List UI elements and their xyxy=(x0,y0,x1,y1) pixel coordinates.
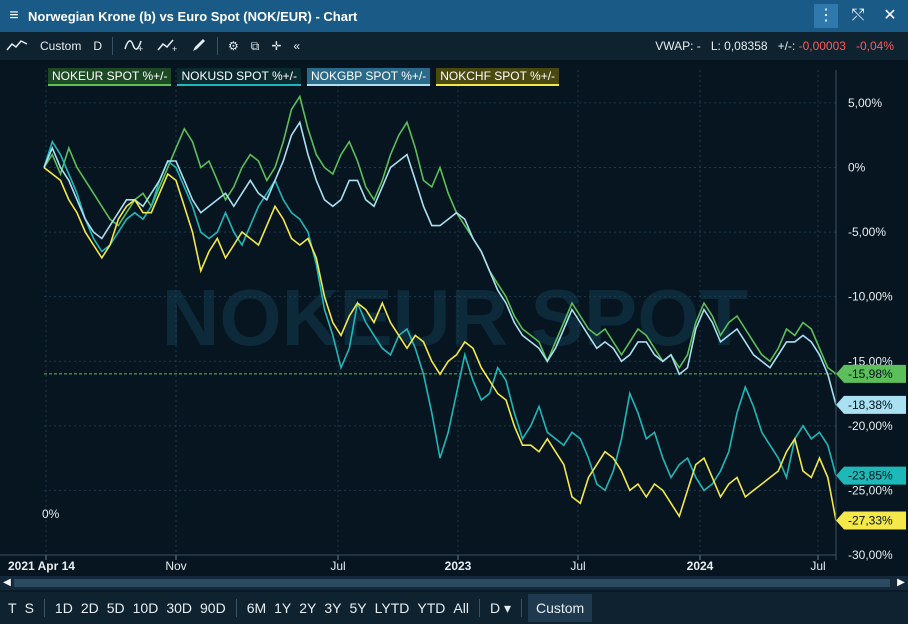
period-5y[interactable]: 5Y xyxy=(349,600,367,616)
period-bar: T S 1D 2D 5D 10D 30D 90D 6M 1Y 2Y 3Y 5Y LYTD YTD All D ▾… xyxy=(0,592,908,624)
last-value-text: -27,33% xyxy=(848,514,893,528)
quote-summary: VWAP: - L: 0,08358 +/-: -0,00003 -0,04% xyxy=(655,39,894,53)
unlink-icon[interactable]: ⤲ xyxy=(851,7,865,24)
scroll-right-icon[interactable]: ▶ xyxy=(897,577,905,588)
y-axis: 5,00% 0% -5,00% -10,00% -15,00% -20,00% -25,00… xyxy=(835,70,893,562)
chart-toolbar: Custom D + + ⚙ ⧉ ✛ « VWAP: - L: 0,08358 … xyxy=(0,32,908,60)
period-5d[interactable]: 5D xyxy=(106,600,125,616)
period-1y[interactable]: 1Y xyxy=(274,600,292,616)
interval-dropdown[interactable]: D ▾ xyxy=(489,599,511,616)
period-t[interactable]: T xyxy=(8,600,17,616)
period-90d[interactable]: 90D xyxy=(200,600,226,616)
more-options-icon[interactable]: ⋮ xyxy=(814,4,838,28)
y-tick-label: -5,00% xyxy=(848,225,886,239)
series-line-nokgbp xyxy=(43,120,837,406)
y-tick-label: -10,00% xyxy=(848,290,893,304)
period-s[interactable]: S xyxy=(24,600,34,616)
period-30d[interactable]: 30D xyxy=(166,600,192,616)
x-tick-label: Jul xyxy=(570,559,585,573)
draw-pen-icon[interactable] xyxy=(185,37,213,56)
period-6m[interactable]: 6M xyxy=(246,600,267,616)
chart-svg[interactable]: NOKEUR SPOT 5,00%0%-5,00%-10,00%-15,00%-… xyxy=(0,60,908,576)
last-value-text: -15,98% xyxy=(848,367,893,381)
last-value-labels: -15,98% -23,85% -18,38% -27,33% xyxy=(836,364,906,530)
chart-legend: NOKEUR SPOT %+/- NOKUSD SPOT %+/- NOKGBP S… xyxy=(48,68,560,86)
time-scrollbar[interactable]: ◀ ▶ xyxy=(0,576,908,590)
x-tick-label: Nov xyxy=(165,559,186,573)
compare-icon[interactable]: + xyxy=(151,37,185,56)
close-icon[interactable]: ✕ xyxy=(883,7,897,24)
window-titlebar: ≡ Norwegian Krone (b) vs Euro Spot (NOK/… xyxy=(0,0,908,32)
toolbar-divider xyxy=(217,37,219,55)
period-lytd[interactable]: LYTD xyxy=(374,600,410,616)
last-value: L: 0,08358 xyxy=(710,39,768,53)
window-box-icon[interactable]: ⧉ xyxy=(250,38,260,53)
legend-item[interactable]: NOKEUR SPOT %+/- xyxy=(48,68,172,86)
x-axis: 2021 Apr 14 Nov Jul 2023 Jul 2024 Jul xyxy=(0,554,836,573)
legend-item[interactable]: NOKGBP SPOT %+/- xyxy=(306,68,431,86)
x-tick-label: 2021 Apr 14 xyxy=(8,559,75,573)
svg-text:+: + xyxy=(138,44,143,53)
period-all[interactable]: All xyxy=(453,600,469,616)
period-divider xyxy=(43,599,45,617)
legend-item[interactable]: NOKUSD SPOT %+/- xyxy=(177,68,301,86)
y-tick-label: 5,00% xyxy=(848,96,882,110)
hamburger-menu-icon[interactable]: ≡ xyxy=(9,7,19,24)
x-tick-label: Jul xyxy=(330,559,345,573)
period-3y[interactable]: 3Y xyxy=(324,600,342,616)
scroll-thumb[interactable] xyxy=(14,579,890,587)
interval-selector[interactable]: D xyxy=(93,39,103,53)
bottom-left-label: 0% xyxy=(42,507,60,521)
chart-area[interactable]: NOKEUR SPOT 5,00% 0% -5,00% -10,00% -15,00% -… xyxy=(0,60,908,576)
change-percent: -0,04% xyxy=(855,39,894,53)
legend-item[interactable]: NOKCHF SPOT %+/- xyxy=(436,68,560,86)
chart-series xyxy=(43,94,837,521)
x-tick-label: 2024 xyxy=(687,559,714,573)
y-tick-label: -20,00% xyxy=(848,419,893,433)
vwap-value: VWAP: - xyxy=(655,39,701,53)
period-2d[interactable]: 2D xyxy=(80,600,99,616)
settings-gear-icon[interactable]: ⚙ xyxy=(228,39,239,53)
series-line-nokeur xyxy=(43,94,837,375)
range-selector[interactable]: Custom xyxy=(40,39,82,53)
crosshair-icon[interactable]: ✛ xyxy=(271,39,282,53)
period-10d[interactable]: 10D xyxy=(132,600,159,616)
period-divider xyxy=(478,599,480,617)
window-title: Norwegian Krone (b) vs Euro Spot (NOK/EU… xyxy=(28,8,358,24)
svg-text:+: + xyxy=(172,44,177,53)
last-value-label: -27,33% xyxy=(836,511,906,530)
y-tick-label: 0% xyxy=(848,161,866,175)
toolbar-divider xyxy=(112,37,114,55)
last-value-text: -18,38% xyxy=(848,398,893,412)
period-custom[interactable]: Custom xyxy=(527,594,593,622)
chart-grid xyxy=(44,70,836,556)
x-tick-label: 2023 xyxy=(445,559,472,573)
x-tick-label: Jul xyxy=(810,559,825,573)
last-value-label: -18,38% xyxy=(836,395,906,414)
period-divider xyxy=(520,599,522,617)
period-ytd[interactable]: YTD xyxy=(417,600,446,616)
collapse-icon[interactable]: « xyxy=(293,39,301,53)
change-absolute: -0,00003 xyxy=(798,39,846,53)
series-line-nokchf xyxy=(43,166,837,521)
scroll-left-icon[interactable]: ◀ xyxy=(3,577,11,588)
last-value-text: -23,85% xyxy=(848,469,893,483)
last-value-label: -23,85% xyxy=(836,466,906,485)
series-line-nokusd xyxy=(43,139,837,492)
y-tick-label: -15,00% xyxy=(848,354,893,368)
y-tick-label: -25,00% xyxy=(848,483,893,497)
watermark-text: NOKEUR SPOT xyxy=(162,273,749,362)
period-divider xyxy=(235,599,237,617)
period-2y[interactable]: 2Y xyxy=(299,600,317,616)
change-label: +/-: xyxy=(777,39,796,53)
indicator-icon[interactable]: + xyxy=(117,37,151,56)
last-value-label: -15,98% xyxy=(836,364,906,383)
y-tick-label: -30,00% xyxy=(848,548,893,562)
period-1d[interactable]: 1D xyxy=(54,600,73,616)
line-chart-icon[interactable] xyxy=(0,38,34,55)
